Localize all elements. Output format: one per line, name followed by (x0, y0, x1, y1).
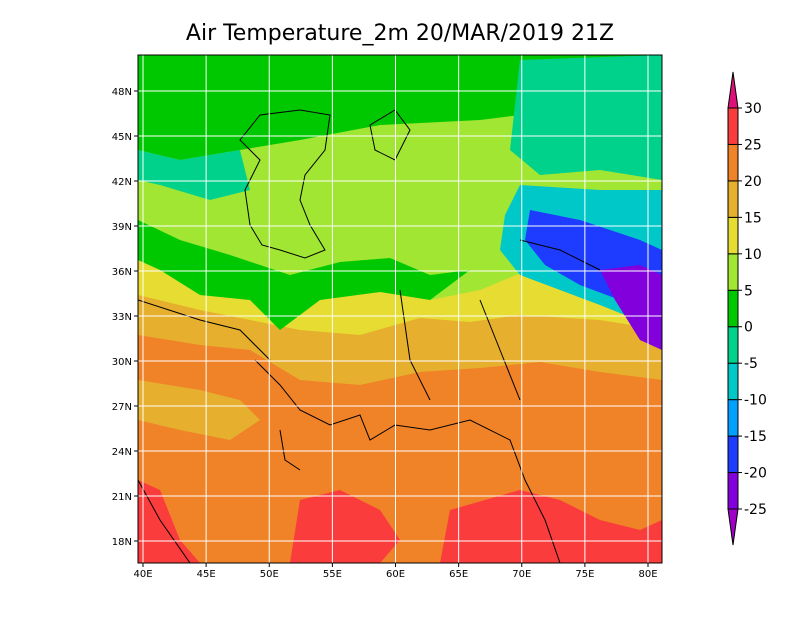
field-band (138, 220, 470, 330)
plot-frame (137, 54, 663, 564)
colorbar-label: 0 (744, 320, 753, 336)
y-tick-label: 48N (112, 87, 132, 98)
colorbar-segment (727, 107, 739, 145)
field-band (138, 150, 250, 200)
colorbar-label: 25 (744, 137, 762, 153)
colorbar-over (727, 71, 739, 109)
colorbar-label: -15 (744, 429, 767, 445)
colorbar-segment (727, 362, 739, 401)
colorbar-under (727, 508, 739, 546)
colorbar-segment (727, 143, 739, 182)
colorbar-segment (727, 326, 739, 364)
colorbar-segment (727, 289, 739, 328)
field-band (510, 55, 662, 180)
x-tick-label: 50E (260, 569, 279, 580)
colorbar-segment (727, 435, 739, 474)
colorbar-segment (727, 180, 739, 218)
y-tick-label: 21N (112, 492, 132, 503)
map-title: Air Temperature_2m 20/MAR/2019 21Z (186, 21, 614, 46)
borders (138, 239, 601, 401)
y-tick-label: 45N (112, 132, 132, 143)
axis-ticks: 40E 45E 50E 55E 60E 65E 70E 75E 80E 18N 21N 24N 27N 3… (112, 87, 658, 580)
field-hot (290, 490, 400, 563)
colorbar-label: 20 (744, 174, 762, 190)
x-tick-label: 75E (575, 569, 594, 580)
colorbar-label: -10 (744, 393, 767, 409)
x-tick-label: 70E (512, 569, 531, 580)
field-hot (138, 480, 200, 563)
colorbar-label: 15 (744, 210, 762, 226)
temperature-field (138, 55, 662, 563)
colorbar-segment (727, 253, 739, 291)
colorbar-label: -20 (744, 466, 767, 482)
y-tick-label: 27N (112, 402, 132, 413)
y-tick-label: 33N (112, 312, 132, 323)
y-tick-label: 39N (112, 222, 132, 233)
y-tick-label: 18N (112, 537, 132, 548)
colorbar-segment (727, 472, 739, 510)
colorbar: -25 -20 -15 -10 -5 0 5 10 15 20 25 30 (727, 71, 767, 546)
x-tick-label: 60E (386, 569, 405, 580)
colorbar-segment (727, 216, 739, 255)
red-sea-coast (138, 479, 191, 563)
colorbar-segment (727, 399, 739, 437)
colorbar-label: 5 (744, 283, 753, 299)
y-tick-label: 42N (112, 177, 132, 188)
colorbar-label: 30 (744, 101, 762, 117)
x-tick-label: 80E (638, 569, 657, 580)
colorbar-label: -25 (744, 502, 767, 518)
y-tick-label: 36N (112, 267, 132, 278)
colorbar-label: -5 (744, 356, 758, 372)
x-tick-label: 45E (197, 569, 216, 580)
aral-coast (369, 109, 411, 161)
field-band (600, 265, 662, 350)
peninsula-coast (279, 429, 301, 471)
x-tick-label: 55E (323, 569, 342, 580)
caspian-coast (239, 109, 331, 259)
x-tick-label: 40E (133, 569, 152, 580)
field-hot (440, 490, 662, 563)
graticule (138, 55, 662, 563)
y-tick-label: 30N (112, 357, 132, 368)
y-tick-label: 24N (112, 447, 132, 458)
colorbar-label: 10 (744, 247, 762, 263)
x-tick-label: 65E (449, 569, 468, 580)
field-band (138, 380, 260, 440)
